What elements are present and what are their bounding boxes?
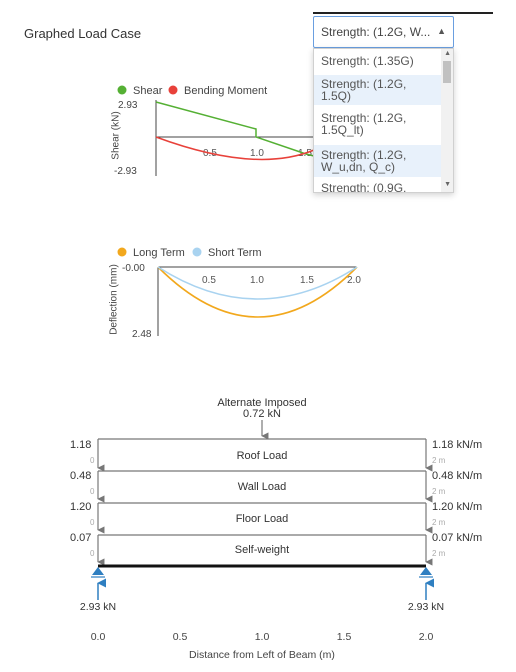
floor-right-small: 2 m xyxy=(432,518,446,527)
deflection-xtick-4: 2.0 xyxy=(347,275,361,286)
wall-left-small: 0 xyxy=(90,487,95,496)
beam-load-diagram: Alternate Imposed 0.72 kN 1.18 0 1.18 kN… xyxy=(70,397,482,661)
self-left-value: 0.07 xyxy=(70,532,91,544)
deflection-ylabel-wrap: Deflection (mm) xyxy=(104,264,124,335)
short-term-curve xyxy=(157,266,358,300)
deflection-xtick-1: 0.5 xyxy=(202,275,216,286)
beam-axis-label: Distance from Left of Beam (m) xyxy=(189,649,335,661)
shear-line xyxy=(155,101,315,157)
shear-moment-chart: Shear Bending Moment 2.93 -2.93 0.5 1.0 … xyxy=(114,85,315,177)
dropdown-scrollbar[interactable]: ▲ ▼ xyxy=(441,49,453,192)
shear-ylabel: Shear (kN) xyxy=(110,111,122,160)
long-term-legend-label: Long Term xyxy=(133,247,185,259)
deflection-ylabel: Deflection (mm) xyxy=(108,264,120,335)
right-support-icon xyxy=(419,567,433,578)
deflection-xtick-3: 1.5 xyxy=(300,275,314,286)
floor-load-name: Floor Load xyxy=(236,513,289,525)
beam-xtick-3: 1.5 xyxy=(337,631,352,643)
dropdown-option[interactable]: Strength: (1.35G) xyxy=(321,54,414,68)
wall-load-name: Wall Load xyxy=(238,481,287,493)
roof-left-small: 0 xyxy=(90,456,95,465)
point-load-name: Alternate Imposed xyxy=(217,397,306,409)
long-term-legend-dot xyxy=(117,247,127,257)
scroll-thumb[interactable] xyxy=(443,61,451,83)
moment-curve xyxy=(155,136,315,161)
deflection-ytick-bottom: 2.48 xyxy=(132,329,152,340)
deflection-ytick-top: -0.00 xyxy=(122,263,145,274)
beam-xtick-2: 1.0 xyxy=(255,631,270,643)
wall-left-value: 0.48 xyxy=(70,470,91,482)
deflection-xtick-2: 1.0 xyxy=(250,275,264,286)
left-support-icon xyxy=(91,567,105,578)
beam-xtick-1: 0.5 xyxy=(173,631,188,643)
roof-right-small: 2 m xyxy=(432,456,446,465)
scroll-down-icon[interactable]: ▼ xyxy=(444,181,451,188)
shear-xtick-2: 1.0 xyxy=(250,148,264,159)
wall-right-value: 0.48 kN/m xyxy=(432,470,482,482)
right-reaction-label: 2.93 kN xyxy=(408,601,444,613)
shear-legend-dot xyxy=(117,85,127,95)
dropdown-option[interactable]: Strength: (1.2G, W_u,dn, Q_c) xyxy=(314,145,441,177)
moment-legend-label: Bending Moment xyxy=(184,85,267,97)
dropdown-option[interactable]: Strength: (0.9G, xyxy=(321,181,407,193)
beam-xtick-4: 2.0 xyxy=(419,631,434,643)
graphed-load-case-label: Graphed Load Case xyxy=(24,26,142,41)
wall-right-small: 2 m xyxy=(432,487,446,496)
top-divider xyxy=(313,12,493,14)
dropdown-option[interactable]: Strength: (1.2G, 1.5Q) xyxy=(314,75,441,105)
shear-ytick-bottom: -2.93 xyxy=(114,166,137,177)
self-right-small: 2 m xyxy=(432,549,446,558)
self-right-value: 0.07 kN/m xyxy=(432,532,482,544)
shear-ytick-top: 2.93 xyxy=(118,100,138,111)
moment-legend-dot xyxy=(168,85,178,95)
point-load-value: 0.72 kN xyxy=(243,408,281,420)
floor-left-small: 0 xyxy=(90,518,95,527)
self-load-name: Self-weight xyxy=(235,544,289,556)
caret-up-icon: ▲ xyxy=(437,26,446,36)
roof-left-value: 1.18 xyxy=(70,439,91,451)
load-case-selected-value: Strength: (1.2G, W... xyxy=(321,25,431,39)
dropdown-option[interactable]: Strength: (1.2G, 1.5Q_lt) xyxy=(321,111,407,137)
self-left-small: 0 xyxy=(90,549,95,558)
short-term-legend-dot xyxy=(192,247,202,257)
load-case-dropdown[interactable]: Strength: (1.35G) Strength: (1.2G, 1.5Q) … xyxy=(313,48,454,193)
roof-right-value: 1.18 kN/m xyxy=(432,439,482,451)
roof-load-name: Roof Load xyxy=(237,450,288,462)
long-term-curve xyxy=(157,266,358,318)
floor-right-value: 1.20 kN/m xyxy=(432,501,482,513)
shear-ylabel-wrap: Shear (kN) xyxy=(104,111,124,162)
floor-left-value: 1.20 xyxy=(70,501,91,513)
scroll-up-icon[interactable]: ▲ xyxy=(444,50,451,57)
shear-legend-label: Shear xyxy=(133,85,163,97)
short-term-legend-label: Short Term xyxy=(208,247,262,259)
left-reaction-label: 2.93 kN xyxy=(80,601,116,613)
deflection-chart: Long Term Short Term -0.00 2.48 0.5 1.0 … xyxy=(117,247,361,340)
beam-xtick-0: 0.0 xyxy=(91,631,106,643)
load-case-select[interactable]: Strength: (1.2G, W... ▲ xyxy=(313,16,454,48)
